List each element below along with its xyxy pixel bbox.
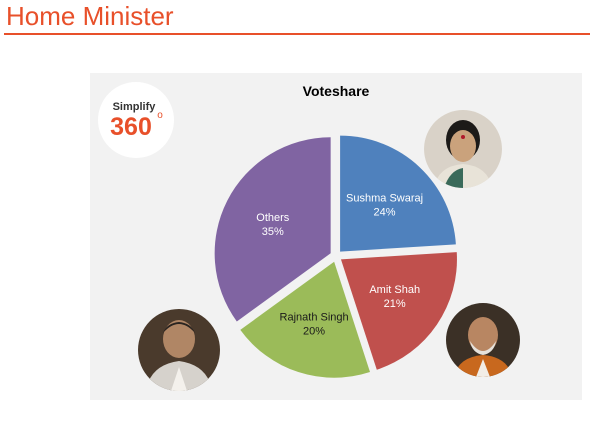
pie-label-value: 24%	[374, 206, 396, 218]
logo-degree: o	[157, 110, 163, 121]
portrait-man-icon	[138, 309, 220, 391]
pie-slice-rajnath-singh	[240, 261, 370, 378]
pie-label-name: Sushma Swaraj	[346, 192, 423, 204]
title-divider	[4, 33, 590, 35]
pie-slices	[214, 135, 457, 378]
simplify360-logo: Simplify 360 o	[98, 82, 174, 158]
logo-line1: Simplify	[113, 101, 157, 113]
voteshare-pie-chart: Voteshare Sushma Swaraj 24% Amit Shah 21% Ra…	[214, 83, 457, 378]
pie-labels: Sushma Swaraj 24% Amit Shah 21% Rajnath Sing…	[256, 192, 423, 337]
avatar-sushma-swaraj	[424, 110, 502, 188]
portrait-woman-icon	[424, 110, 502, 188]
avatar-rajnath-singh	[138, 309, 220, 391]
slide-title: Home Minister	[6, 1, 174, 31]
pie-label-name: Amit Shah	[369, 284, 420, 296]
logo-mark: Simplify 360 o	[110, 101, 163, 141]
pie-label-value: 21%	[384, 298, 406, 310]
pie-slice-others	[214, 137, 331, 322]
pie-label-name: Rajnath Singh	[280, 311, 349, 323]
pie-slice-sushma-swaraj	[340, 135, 456, 252]
logo-line2: 360	[110, 113, 152, 141]
pie-label-name: Others	[256, 212, 290, 224]
chart-title: Voteshare	[303, 83, 370, 99]
pie-label-value: 20%	[303, 325, 325, 337]
avatar-amit-shah	[446, 303, 520, 377]
pie-label-value: 35%	[262, 226, 284, 238]
pie-slice-amit-shah	[340, 252, 457, 370]
portrait-man-icon	[446, 303, 520, 377]
